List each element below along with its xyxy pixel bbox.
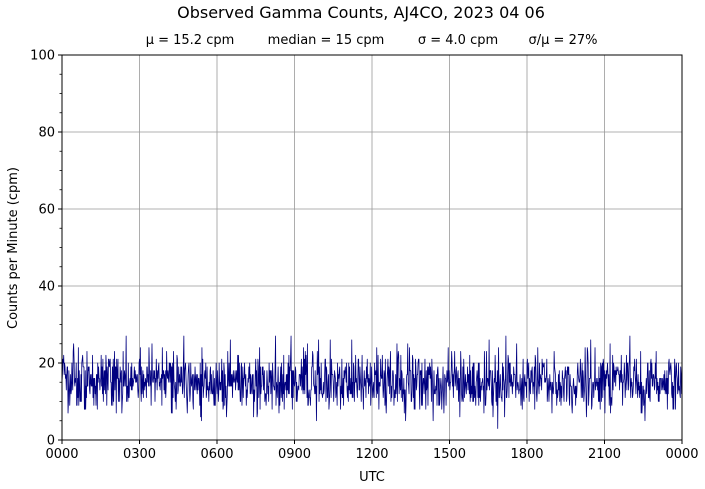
x-tick-label: 1800 — [510, 447, 543, 462]
stat-median: median = 15 cpm — [268, 33, 385, 48]
series-layer — [61, 335, 682, 429]
tick-labels: 0000 0300 0600 0900 1200 1500 1800 2100 00000204… — [30, 49, 698, 463]
chart-title: Observed Gamma Counts, AJ4CO, 2023 04 06 — [177, 3, 545, 22]
grid — [62, 55, 682, 440]
x-tick-label: 1500 — [433, 447, 466, 462]
x-tick-label: 0000 — [665, 447, 698, 462]
x-tick-label: 2100 — [588, 447, 621, 462]
x-tick-label: 0600 — [200, 447, 233, 462]
x-tick-label: 0000 — [45, 447, 78, 462]
x-tick-label: 1200 — [355, 447, 388, 462]
y-tick-label: 80 — [38, 126, 55, 141]
stat-mean: μ = 15.2 cpm — [146, 33, 235, 48]
x-axis-label: UTC — [359, 470, 385, 485]
y-tick-label: 0 — [47, 434, 55, 449]
y-tick-label: 40 — [38, 280, 55, 295]
y-tick-label: 20 — [38, 357, 55, 372]
axis-ticks — [58, 54, 683, 444]
series-line-counts — [61, 335, 682, 429]
stat-sigma: σ = 4.0 cpm — [418, 33, 498, 48]
x-tick-label: 0300 — [123, 447, 156, 462]
y-axis-label: Counts per Minute (cpm) — [6, 167, 21, 329]
x-tick-label: 0900 — [278, 447, 311, 462]
stat-ratio: σ/μ = 27% — [529, 33, 598, 48]
y-tick-label: 100 — [30, 49, 55, 64]
y-tick-label: 60 — [38, 203, 55, 218]
